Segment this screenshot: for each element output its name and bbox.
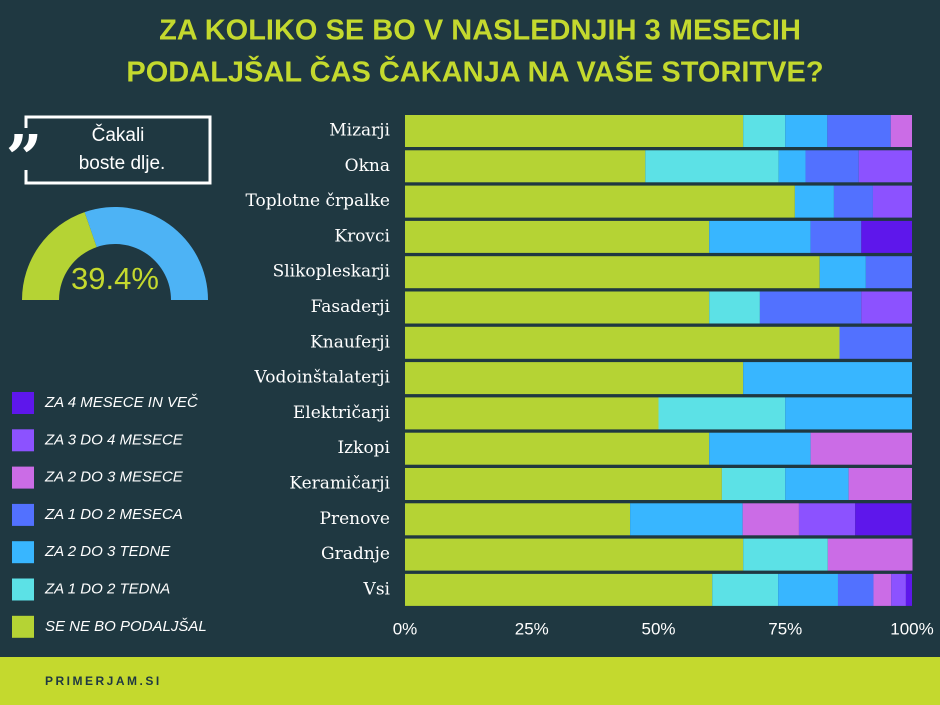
category-label: Gradnje (321, 544, 390, 564)
bar-segment (405, 538, 744, 571)
bar-segment (658, 397, 786, 430)
bar-segment (778, 150, 806, 183)
bar-segment (794, 185, 834, 218)
x-tick-label: 50% (641, 619, 675, 638)
bar-segment (405, 468, 722, 500)
title-line: ZA KOLIKO SE BO V NASLEDNJIH 3 MESECIH (159, 15, 801, 47)
bar-segment (405, 397, 659, 430)
category-label: Knauferji (310, 332, 390, 352)
x-tick-label: 0% (393, 619, 418, 638)
bar-segment (405, 362, 744, 395)
bar-segment (891, 573, 906, 606)
footer-brand: PRIMERJAM.SI (45, 674, 162, 688)
category-label: Keramičarji (289, 474, 390, 494)
bar-segment (712, 573, 779, 606)
bar-segment (810, 432, 912, 465)
bar-segment (798, 503, 856, 536)
bar-segment (905, 573, 912, 606)
footer-band (0, 657, 940, 705)
bar-segment (743, 362, 912, 395)
bar-segment (743, 115, 786, 147)
legend-swatch (12, 615, 34, 638)
bar-segment (839, 326, 912, 359)
quote-mark-bg (8, 128, 40, 170)
legend-swatch (12, 541, 34, 564)
legend-label: ZA 2 DO 3 TEDNE (44, 543, 171, 560)
bar-segment (405, 150, 646, 183)
bar-segment (759, 291, 862, 324)
legend-label: ZA 3 DO 4 MESECE (44, 431, 184, 448)
bar-segment (645, 150, 779, 183)
quote-text: Čakali (92, 124, 145, 146)
bar-segment (827, 538, 913, 571)
bar-segment (709, 220, 811, 253)
bar-segment (827, 115, 891, 147)
legend-label: ZA 1 DO 2 TEDNA (44, 580, 170, 597)
bar-segment (855, 503, 912, 536)
category-label: Fasaderji (311, 297, 391, 317)
bar-segment (405, 326, 840, 359)
bar-segment (785, 468, 849, 500)
legend-swatch (12, 503, 34, 526)
category-label: Krovci (334, 226, 390, 246)
category-label: Toplotne črpalke (245, 191, 390, 211)
legend-swatch (12, 466, 34, 489)
quote-text: boste dlje. (79, 153, 166, 174)
bar-segment (405, 503, 631, 536)
bar-segment (405, 432, 710, 465)
legend-swatch (12, 578, 34, 601)
bar-segment (405, 573, 713, 606)
category-label: Vsi (363, 579, 391, 599)
bar-segment (819, 256, 866, 289)
bar-segment (805, 150, 859, 183)
bar-segment (837, 573, 874, 606)
bar-segment (861, 291, 912, 324)
gauge-value (22, 212, 97, 300)
bar-segment (405, 220, 710, 253)
gauge-rest (84, 206, 208, 300)
category-label: Okna (345, 156, 390, 176)
bar-segment (861, 220, 912, 253)
x-tick-label: 25% (515, 619, 549, 638)
bar-segment (405, 115, 744, 147)
legend-label: ZA 4 MESECE IN VEČ (44, 394, 198, 411)
bar-segment (709, 432, 811, 465)
x-tick-label: 75% (768, 619, 802, 638)
bar-segment (405, 185, 795, 218)
bar-segment (873, 573, 892, 606)
bar-segment (872, 185, 912, 218)
bar-segment (405, 291, 710, 324)
bar-segment (785, 115, 828, 147)
bar-segment (848, 468, 912, 500)
bar-segment (743, 538, 828, 571)
quote-mark: ” (6, 122, 43, 197)
category-label: Slikopleskarji (273, 262, 391, 282)
x-tick-label: 100% (890, 619, 933, 638)
bar-segment (810, 220, 862, 253)
legend-swatch (12, 392, 34, 414)
category-label: Električarji (293, 403, 391, 423)
bar-segment (405, 256, 820, 289)
legend-label: SE NE BO PODALJŠAL (45, 618, 207, 635)
legend-label: ZA 1 DO 2 MESECA (44, 506, 183, 523)
legend-label: ZA 2 DO 3 MESECE (44, 469, 184, 486)
category-label: Mizarji (329, 121, 390, 141)
bar-segment (865, 256, 912, 289)
category-label: Vodoinštalaterji (254, 368, 391, 388)
category-label: Prenove (320, 509, 390, 529)
gauge-label: 39.4% (71, 261, 159, 296)
bar-segment (630, 503, 743, 536)
title-line: PODALJŠAL ČAS ČAKANJA NA VAŠE STORITVE? (126, 55, 823, 89)
bar-segment (709, 291, 760, 324)
category-label: Izkopi (337, 438, 390, 458)
legend-swatch (12, 429, 34, 452)
bar-segment (785, 397, 912, 430)
bar-segment (778, 573, 838, 606)
bar-segment (833, 185, 873, 218)
bar-segment (890, 115, 912, 147)
bar-segment (858, 150, 912, 183)
bar-segment (742, 503, 799, 536)
bar-segment (721, 468, 786, 500)
